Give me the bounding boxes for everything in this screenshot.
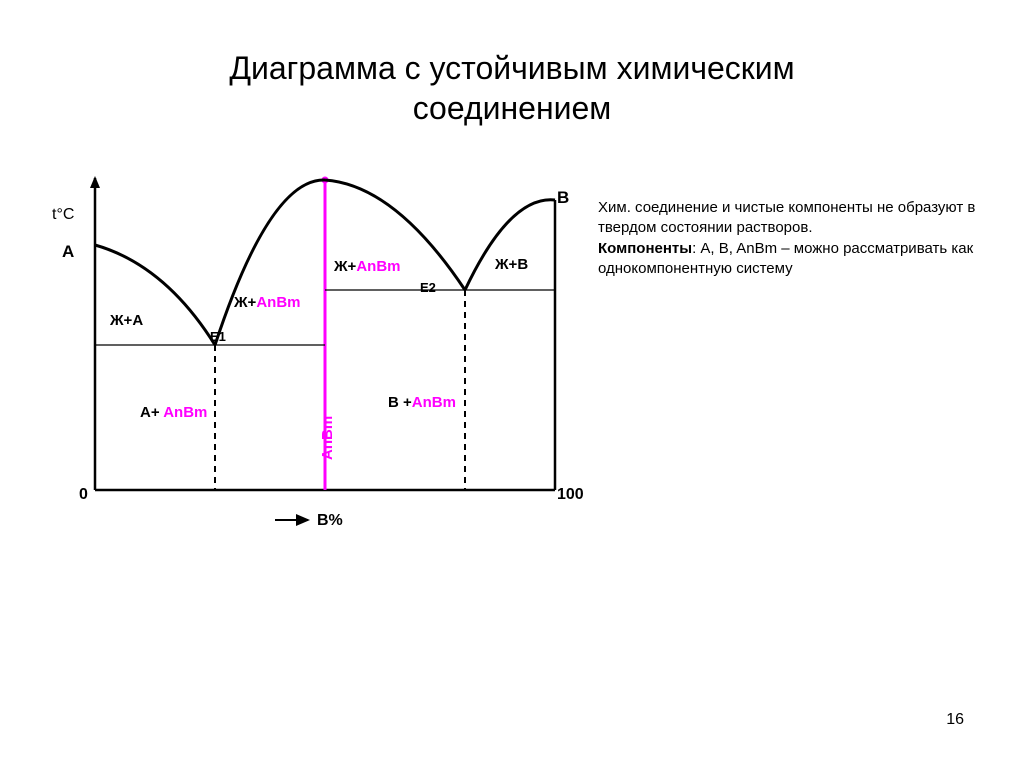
region-a-anbm: A+ AnBm (140, 404, 207, 421)
page-number: 16 (946, 711, 964, 729)
y-axis-label: t°C (52, 206, 74, 224)
title-line-2: соединением (413, 90, 612, 126)
e2-label: E2 (420, 280, 436, 295)
compound-label-vertical: AnBm (319, 416, 336, 460)
region-zh-anbm-left: Ж+AnBm (234, 294, 301, 311)
point-b-label: B (557, 188, 569, 208)
note-text-bold: Компоненты (598, 240, 692, 257)
title-line-1: Диаграмма с устойчивым химическим (229, 50, 794, 86)
x-tick-0: 0 (79, 486, 88, 504)
region-b-anbm: B +AnBm (388, 394, 456, 411)
region-zh-a: Ж+А (110, 312, 143, 329)
phase-diagram (80, 170, 580, 550)
region-zh-b: Ж+В (495, 256, 528, 273)
side-note: Хим. соединение и чистые компоненты не о… (598, 198, 998, 279)
region-zh-anbm-right: Ж+AnBm (334, 258, 401, 275)
point-a-label: A (62, 242, 74, 262)
e1-label: E1 (210, 329, 226, 344)
x-axis-label: B% (317, 512, 343, 530)
x-tick-100: 100 (557, 486, 584, 504)
slide: Диаграмма с устойчивым химическим соедин… (0, 0, 1024, 767)
slide-title: Диаграмма с устойчивым химическим соедин… (0, 48, 1024, 128)
note-text-1: Хим. соединение и чистые компоненты не о… (598, 199, 975, 236)
